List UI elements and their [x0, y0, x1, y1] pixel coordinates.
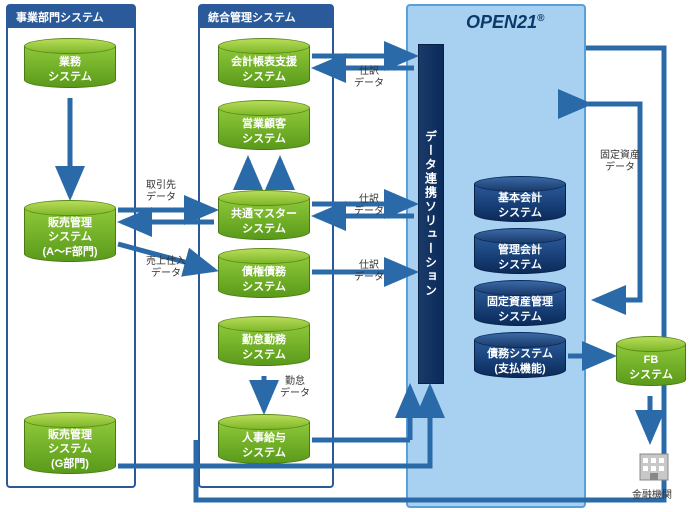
- node-saimu: 債務システム(支払機能): [474, 332, 566, 378]
- node-hanbaiG: 販売管理システム(G部門): [24, 412, 116, 474]
- bank-icon: [636, 446, 672, 482]
- node-fb: FBシステム: [616, 336, 686, 386]
- node-hanbaiAF: 販売管理システム(A～F部門): [24, 200, 116, 262]
- node-eigyo: 営業顧客システム: [218, 100, 310, 150]
- label-shiwake2: 仕訳データ: [354, 194, 384, 218]
- node-kotei: 固定資産管理システム: [474, 280, 566, 326]
- label-torihiki: 取引先データ: [146, 180, 176, 204]
- node-kaikei: 会計帳表支援システム: [218, 38, 310, 88]
- node-gyomu: 業務システム: [24, 38, 116, 88]
- label-uriage: 売上仕入データ: [146, 256, 186, 280]
- label-koteiD: 固定資産データ: [600, 150, 640, 174]
- open21-title: OPEN21®: [466, 12, 544, 33]
- panel-business-header: 事業部門システム: [8, 6, 134, 28]
- node-saiken: 債権債務システム: [218, 248, 310, 298]
- panel-management-header: 統合管理システム: [200, 6, 332, 28]
- solution-bar: データ連携ソリューション: [418, 44, 444, 384]
- label-shiwake1: 仕訳データ: [354, 66, 384, 90]
- node-jinji: 人事給与システム: [218, 414, 310, 464]
- node-kintai: 勤怠勤務システム: [218, 316, 310, 366]
- node-master: 共通マスターシステム: [218, 190, 310, 240]
- node-kanri: 管理会計システム: [474, 228, 566, 274]
- label-kintaiD: 勤怠データ: [280, 376, 310, 400]
- node-kihon: 基本会計システム: [474, 176, 566, 222]
- label-shiwake3: 仕訳データ: [354, 260, 384, 284]
- label-kinyu: 金融機関: [632, 486, 672, 501]
